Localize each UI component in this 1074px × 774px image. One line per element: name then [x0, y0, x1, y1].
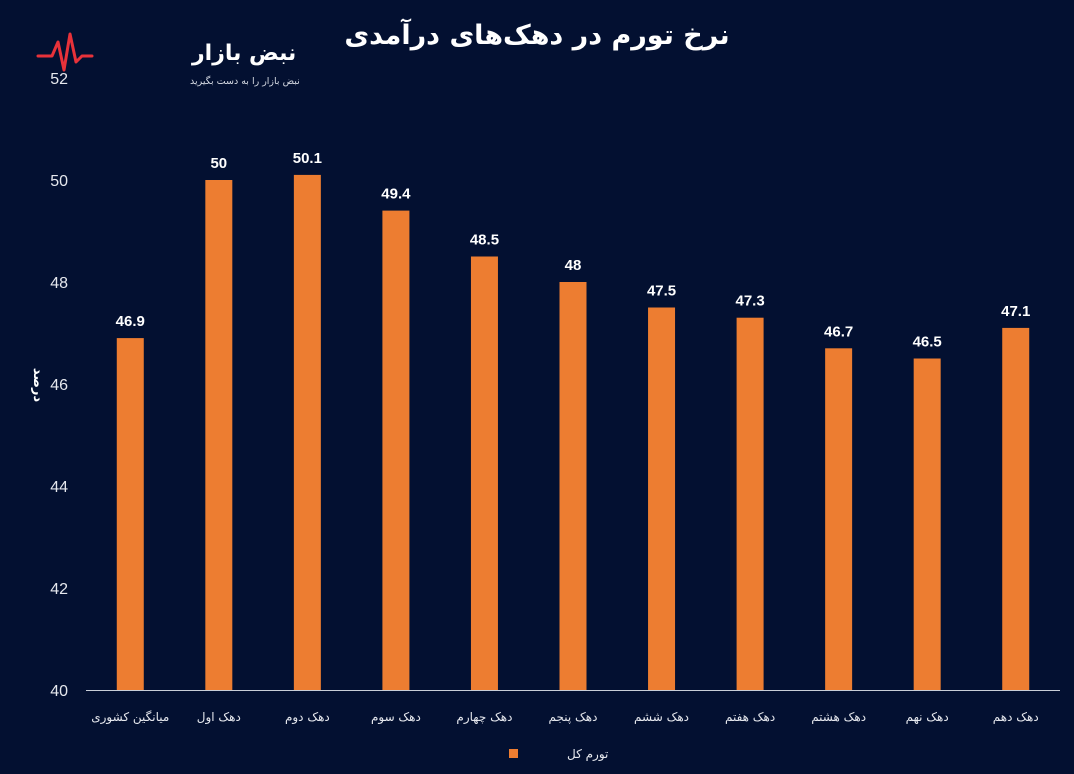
- x-tick-label: دهک سوم: [371, 710, 421, 725]
- brand-name: نبض بازار: [191, 41, 296, 66]
- x-tick-label: دهک هشتم: [811, 710, 866, 724]
- x-tick-label: دهک پنجم: [549, 710, 598, 724]
- data-label: 47.1: [1001, 303, 1030, 320]
- bar: [825, 348, 853, 690]
- bar: [470, 256, 498, 690]
- x-tick-label: دهک ششم: [634, 710, 689, 724]
- y-tick-label: 52: [50, 71, 68, 88]
- x-tick-label: دهک نهم: [906, 710, 949, 724]
- x-tick-label: دهک چهارم: [456, 710, 512, 725]
- y-axis-ticks: 40 42 44 46 48 50 52: [50, 71, 68, 700]
- data-label: 46.9: [116, 313, 145, 330]
- brand-tagline: نبض بازار را به دست بگیرید: [190, 75, 300, 87]
- x-tick-label: میانگین کشوری: [91, 710, 169, 725]
- legend-label: تورم کل: [567, 747, 608, 762]
- y-tick-label: 48: [50, 275, 68, 292]
- bar: [559, 282, 587, 690]
- bar: [913, 358, 941, 690]
- x-tick-label: دهک دوم: [285, 710, 330, 725]
- y-tick-label: 42: [50, 581, 68, 598]
- data-label: 49.4: [381, 186, 411, 203]
- bar: [1002, 327, 1030, 690]
- bar: [205, 180, 233, 690]
- y-tick-label: 40: [50, 683, 68, 700]
- bar-series: [116, 174, 1030, 690]
- x-tick-label: دهک اول: [197, 710, 241, 725]
- data-label: 50.1: [293, 150, 322, 167]
- legend: تورم کل: [509, 747, 608, 762]
- x-tick-label: دهک دهم: [993, 710, 1039, 724]
- y-axis-label: درصد: [30, 368, 45, 403]
- legend-swatch: [509, 749, 518, 758]
- x-tick-label: دهک هفتم: [725, 710, 775, 724]
- bar: [648, 307, 676, 690]
- brand-logo: نبض بازار نبض بازار را به دست بگیرید: [36, 32, 300, 87]
- bar: [293, 174, 321, 690]
- y-tick-label: 46: [50, 377, 68, 394]
- chart-title: نرخ تورم در دهک‌های درآمدی: [344, 18, 729, 51]
- bar: [116, 338, 144, 690]
- y-tick-label: 50: [50, 173, 68, 190]
- data-label: 46.7: [824, 323, 853, 340]
- data-label: 47.5: [647, 283, 676, 300]
- x-axis-labels: میانگین کشوری دهک اول دهک دوم دهک سوم دهک چه…: [91, 710, 1038, 725]
- y-tick-label: 44: [50, 479, 68, 496]
- data-label: 47.3: [735, 293, 764, 310]
- data-label: 46.5: [913, 334, 942, 351]
- bar: [382, 210, 410, 690]
- data-label: 48: [565, 257, 582, 274]
- pulse-icon: [36, 32, 94, 72]
- bar: [736, 317, 764, 690]
- data-labels: 46.9 50 50.1 49.4 48.5 48 47.5 47.3 46.7 46.5 47.1: [116, 150, 1031, 351]
- data-label: 48.5: [470, 232, 499, 249]
- data-label: 50: [210, 155, 227, 172]
